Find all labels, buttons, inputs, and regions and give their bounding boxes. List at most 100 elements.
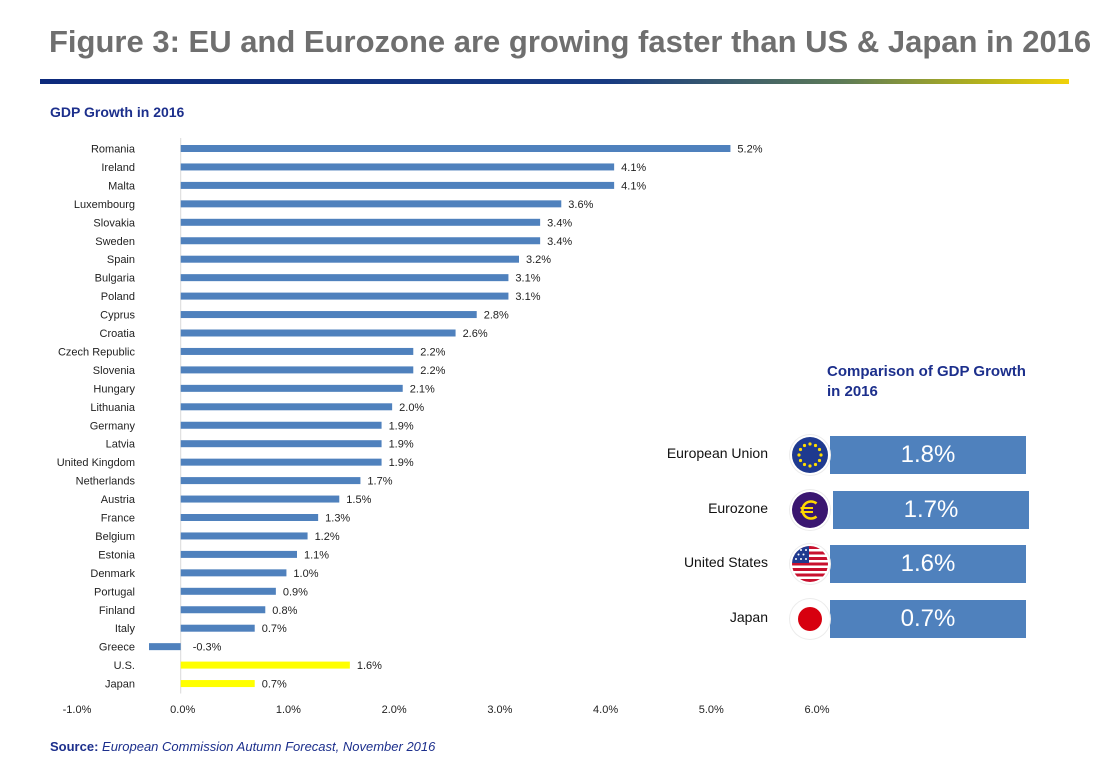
comparison-title: Comparison of GDP Growth in 2016: [827, 363, 1026, 400]
eu-flag-icon: [790, 435, 830, 475]
bar: [180, 477, 361, 485]
value-label: 0.8%: [272, 605, 297, 617]
category-label: Cyprus: [100, 310, 135, 322]
category-label: Germany: [90, 420, 136, 432]
category-label: Netherlands: [76, 476, 136, 488]
value-label: 5.2%: [737, 144, 762, 156]
x-tick-label: 2.0%: [382, 704, 407, 716]
comparison-row-eurozone: Eurozone 1.7%: [640, 490, 1040, 531]
bar: [180, 384, 403, 392]
category-label: Greece: [99, 642, 135, 654]
category-label: Sweden: [95, 236, 135, 248]
bar: [180, 661, 350, 669]
value-label: 3.4%: [547, 236, 572, 248]
category-label: Czech Republic: [58, 346, 136, 358]
comparison-label: United States: [683, 554, 768, 570]
category-label: Malta: [108, 180, 136, 192]
category-label: Finland: [99, 605, 135, 617]
japan-flag-icon: [790, 599, 830, 639]
value-label: 2.0%: [399, 402, 424, 414]
category-label: Denmark: [90, 568, 135, 580]
category-label: Poland: [101, 291, 135, 303]
value-label: 3.1%: [515, 291, 540, 303]
value-label: 0.9%: [283, 586, 308, 598]
bar: [180, 329, 456, 337]
bar: [180, 255, 519, 263]
value-label: 4.1%: [621, 180, 646, 192]
x-tick-label: -1.0%: [63, 704, 92, 716]
bar: [180, 550, 297, 558]
value-label: 1.9%: [389, 457, 414, 469]
bar: [180, 181, 615, 189]
value-label: 2.8%: [484, 310, 509, 322]
bar: [180, 421, 382, 429]
value-label: 2.1%: [410, 383, 435, 395]
comparison-row-us: United States 1.6%: [640, 544, 1040, 585]
category-label: Estonia: [98, 549, 136, 561]
bar: [180, 200, 562, 208]
bar: [180, 532, 308, 540]
bar: [180, 311, 477, 319]
bar: [180, 218, 541, 226]
comparison-row-eu: European Union 1.8%: [640, 435, 1040, 476]
category-label: Hungary: [93, 383, 135, 395]
bar: [180, 458, 382, 466]
comparison-value-box: 1.8%: [830, 436, 1026, 474]
bar: [180, 606, 266, 614]
comparison-label: European Union: [666, 445, 768, 461]
comparison-value-box: 1.7%: [833, 491, 1029, 529]
x-tick-label: 6.0%: [804, 704, 829, 716]
source-note: Source: European Commission Autumn Forec…: [50, 739, 435, 754]
bar: [180, 403, 393, 411]
category-label: Bulgaria: [95, 273, 136, 285]
bar: [180, 366, 414, 374]
category-label: Croatia: [100, 328, 136, 340]
gdp-bar-chart: Romania 5.2% Ireland 4.1% Malta 4.1% Luxembour…: [57, 138, 830, 716]
value-label: 1.1%: [304, 549, 329, 561]
bar: [180, 495, 340, 503]
category-label: France: [101, 513, 135, 525]
value-label: 0.7%: [262, 679, 287, 691]
comparison-row-japan: Japan 0.7%: [640, 599, 1040, 640]
comparison-label: Japan: [729, 609, 768, 625]
comparison-value-box: 0.7%: [830, 600, 1026, 638]
value-label: 2.2%: [420, 346, 445, 358]
bar: [180, 163, 615, 171]
value-label: 1.5%: [346, 494, 371, 506]
x-tick-label: 0.0%: [170, 704, 195, 716]
value-label: 3.4%: [547, 217, 572, 229]
bar: [180, 145, 731, 152]
source-label: Source:: [50, 739, 99, 754]
value-label: 3.1%: [515, 273, 540, 285]
bar: [180, 514, 319, 521]
value-label: 1.6%: [357, 660, 382, 672]
bar: [180, 569, 287, 577]
value-label: 1.2%: [315, 531, 340, 543]
value-label: 2.2%: [420, 365, 445, 377]
category-label: Romania: [91, 144, 136, 156]
category-label: Slovenia: [93, 365, 136, 377]
value-label: 1.9%: [389, 439, 414, 451]
x-tick-label: 5.0%: [699, 704, 724, 716]
bar: [180, 237, 541, 245]
category-label: United Kingdom: [57, 457, 135, 469]
bar: [180, 680, 255, 688]
bar: [180, 347, 414, 355]
x-tick-label: 1.0%: [276, 704, 301, 716]
category-label: Austria: [101, 494, 136, 506]
x-tick-label: 4.0%: [593, 704, 618, 716]
category-label: Latvia: [106, 439, 136, 451]
x-tick-label: 3.0%: [487, 704, 512, 716]
value-label: 2.6%: [463, 328, 488, 340]
bar: [180, 274, 509, 282]
category-label: Ireland: [101, 162, 135, 174]
title-divider: [40, 79, 1069, 84]
bar: [180, 624, 255, 632]
value-label: -0.3%: [193, 642, 222, 654]
comparison-value-box: 1.6%: [830, 545, 1026, 583]
us-flag-icon: [790, 544, 830, 584]
value-label: 1.3%: [325, 513, 350, 525]
value-label: 3.2%: [526, 254, 551, 266]
value-label: 0.7%: [262, 623, 287, 635]
bar: [180, 292, 509, 300]
